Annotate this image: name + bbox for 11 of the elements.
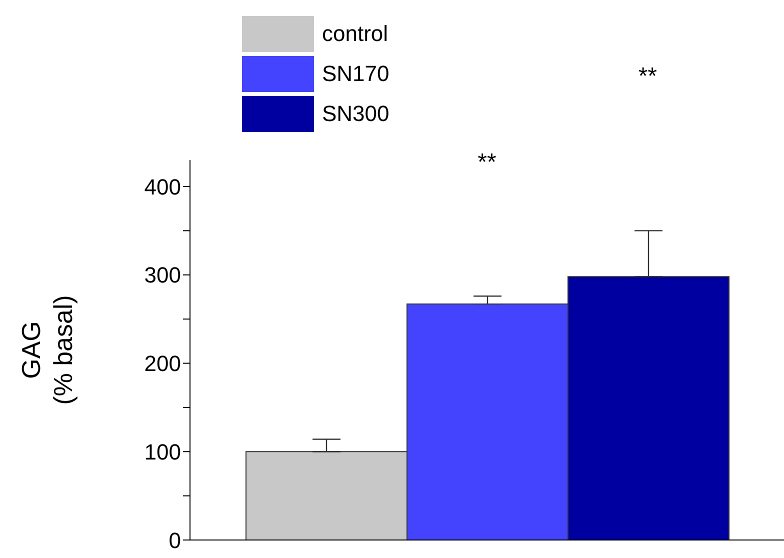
y-tick-label: 300 (144, 262, 181, 288)
text: ** (637, 63, 658, 92)
y-tick-label: 0 (168, 528, 181, 553)
legend-label: control (322, 21, 388, 47)
legend-label: SN170 (322, 61, 390, 87)
y-tick-label: 200 (144, 351, 181, 376)
legend-label: SN300 (322, 101, 390, 127)
y-tick-label: 400 (144, 174, 181, 200)
annotation: ** (476, 149, 498, 178)
y-axis-title: GAG (% basal) (16, 295, 78, 405)
y-tick-label: 100 (144, 439, 181, 464)
